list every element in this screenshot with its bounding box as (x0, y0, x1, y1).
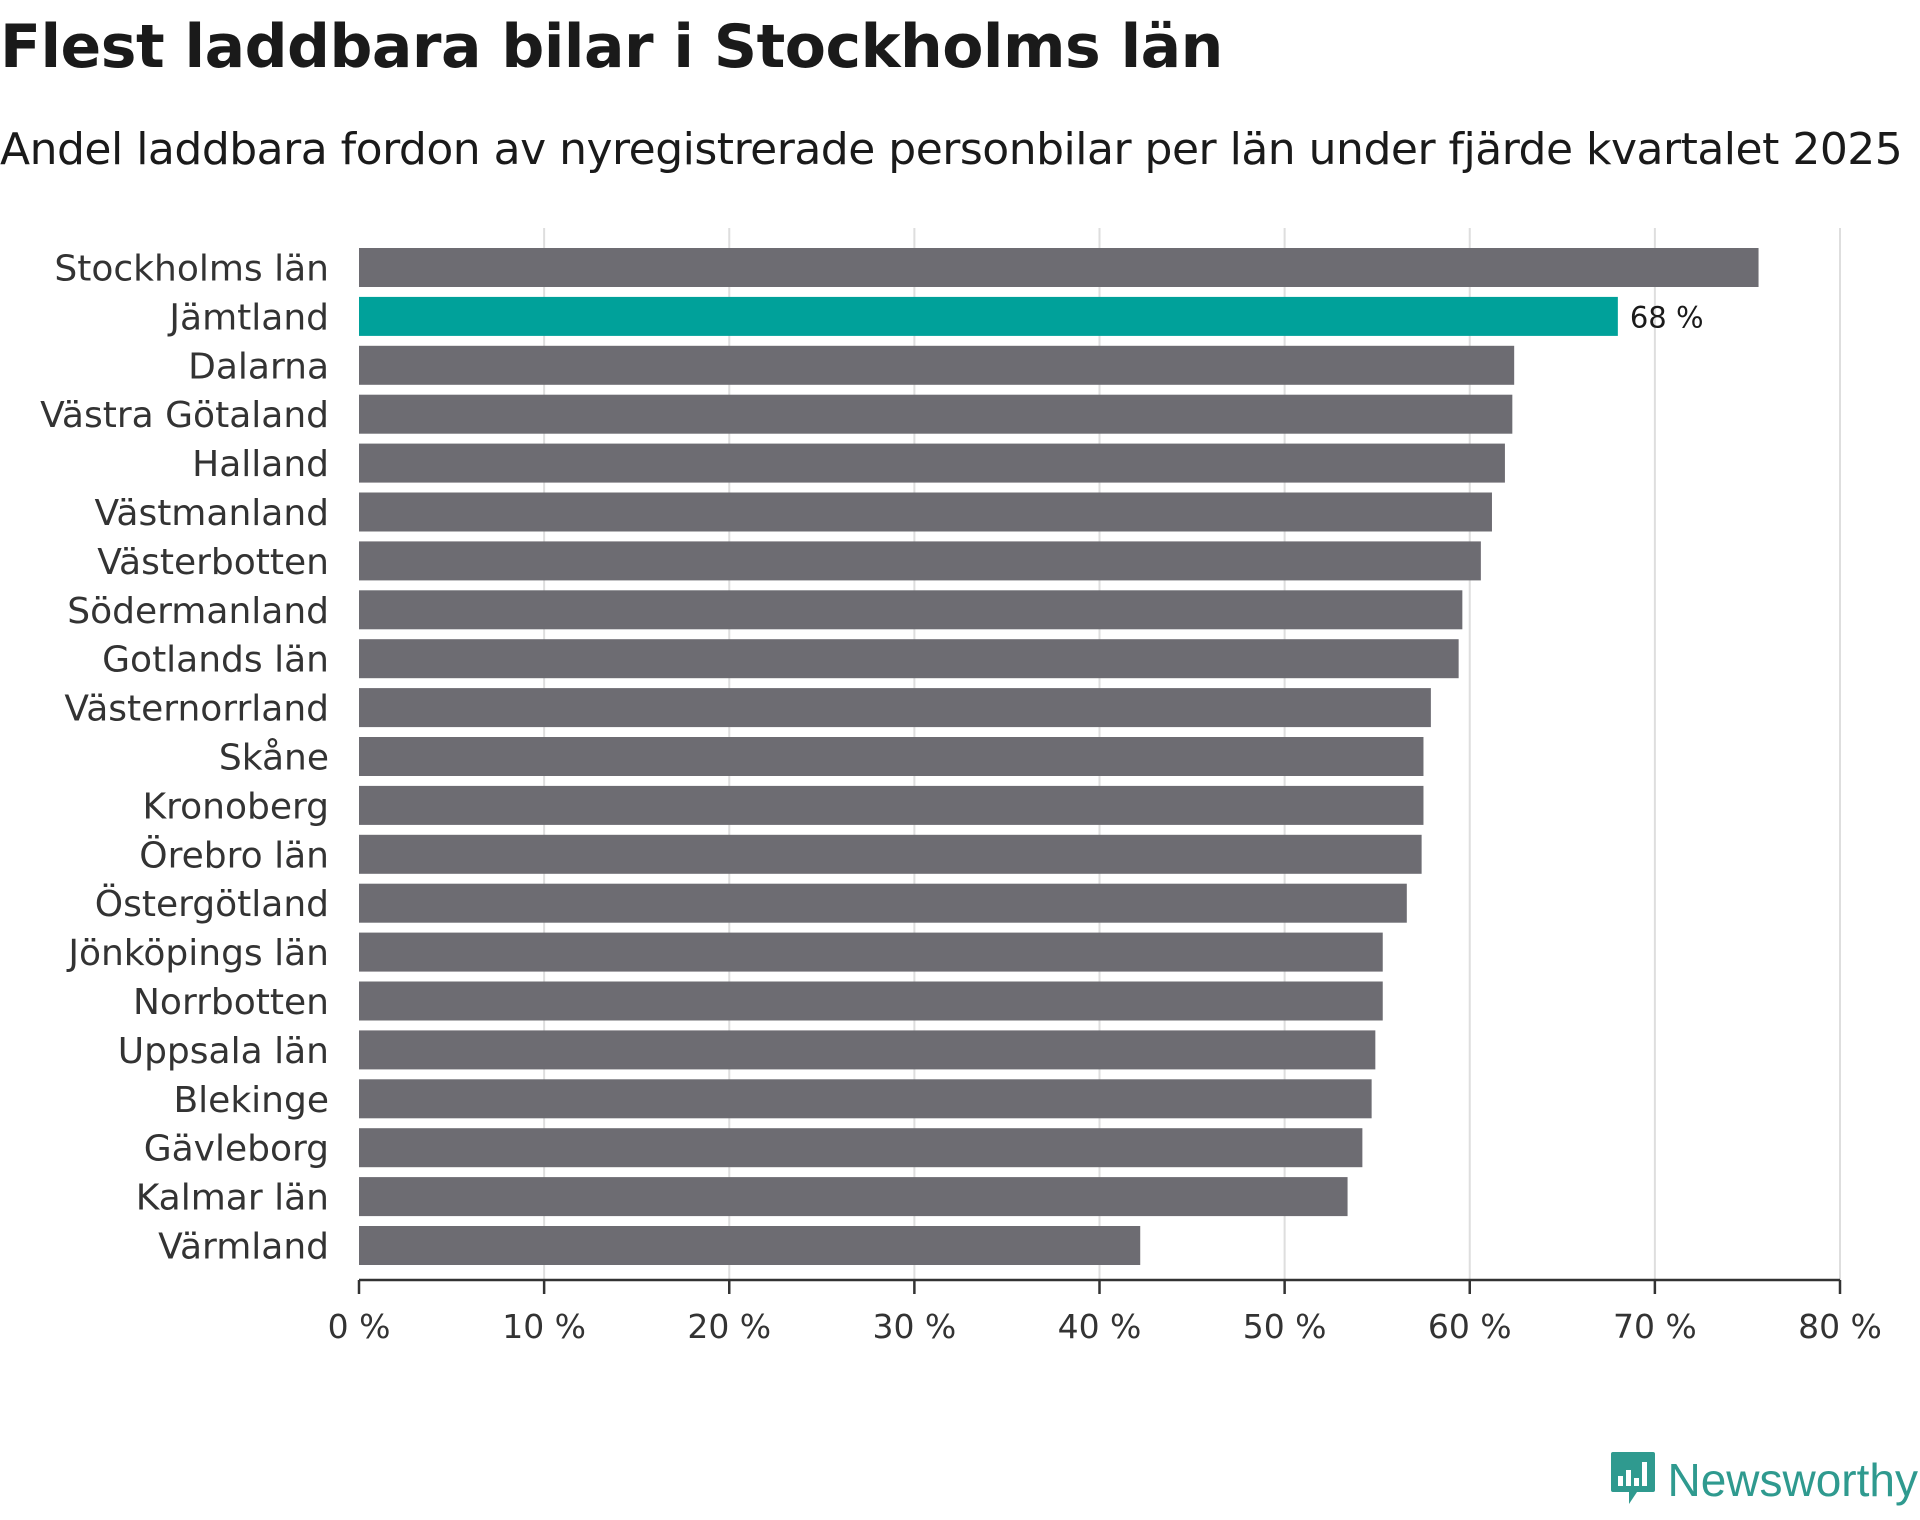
category-label: Dalarna (188, 346, 329, 387)
x-tick-label: 80 % (1798, 1307, 1882, 1346)
bar (359, 541, 1481, 581)
category-label: Jämtland (167, 297, 329, 338)
bar (359, 590, 1463, 630)
category-labels: Stockholms län Jämtland Dalarna Västra Göta… (40, 249, 329, 1268)
bar (359, 345, 1515, 385)
x-tick-label: 70 % (1613, 1307, 1697, 1346)
bar (359, 737, 1424, 776)
category-label: Norrbotten (133, 982, 329, 1023)
category-label: Östergötland (95, 883, 329, 925)
bar (359, 248, 1759, 287)
bar (359, 394, 1513, 434)
bar-chart: 68 % Stockholms län Jämtland Dalarna Västra… (40, 228, 1882, 1346)
x-tick-label: 60 % (1428, 1307, 1512, 1346)
category-label: Gävleborg (144, 1129, 329, 1170)
x-tick-label: 20 % (687, 1307, 771, 1346)
chart-subtitle: Andel laddbara fordon av nyregistrerade … (0, 124, 1903, 175)
brand-name: Newsworthy (1667, 1454, 1918, 1506)
chart-title: Flest laddbara bilar i Stockholms län (0, 12, 1223, 82)
category-label: Jönköpings län (66, 933, 329, 974)
x-tick-label: 50 % (1243, 1307, 1327, 1346)
newsworthy-logo: Newsworthy (1609, 1450, 1918, 1510)
bar (359, 1030, 1376, 1070)
category-label: Halland (192, 444, 329, 485)
bar (359, 785, 1424, 825)
bar (359, 639, 1459, 679)
bar (359, 492, 1492, 532)
category-label: Kronoberg (142, 786, 329, 827)
bar (359, 834, 1422, 874)
category-label: Uppsala län (118, 1031, 329, 1072)
bar (359, 981, 1383, 1021)
data-label: 68 % (1630, 300, 1704, 334)
category-label: Kalmar län (136, 1178, 329, 1219)
x-tick-label: 10 % (502, 1307, 586, 1346)
newsworthy-logo-icon (1611, 1452, 1656, 1504)
bar (359, 688, 1431, 728)
category-label: Örebro län (139, 834, 329, 876)
category-label: Blekinge (173, 1080, 329, 1121)
bar (359, 932, 1383, 972)
bar (359, 296, 1618, 336)
x-tick-label: 30 % (872, 1307, 956, 1346)
category-label: Stockholms län (54, 249, 329, 290)
category-label: Södermanland (67, 591, 329, 632)
category-label: Västerbotten (97, 542, 329, 583)
bar (359, 1079, 1372, 1119)
x-tick-label: 40 % (1058, 1307, 1142, 1346)
bar (359, 1177, 1348, 1217)
category-label: Västernorrland (64, 689, 329, 730)
x-tick-label: 0 % (328, 1307, 391, 1346)
bar (359, 1128, 1363, 1168)
bar (359, 443, 1505, 483)
category-label: Värmland (158, 1227, 329, 1268)
category-label: Västmanland (95, 493, 329, 534)
bar (359, 883, 1407, 923)
bars: 68 % (359, 248, 1759, 1265)
category-label: Gotlands län (102, 640, 329, 681)
category-label: Skåne (219, 738, 329, 779)
category-label: Västra Götaland (40, 395, 329, 436)
x-axis: 0 % 10 % 20 % 30 % 40 % 50 % 60 % 70 % 80 % (328, 1278, 1882, 1346)
bar (359, 1226, 1141, 1265)
